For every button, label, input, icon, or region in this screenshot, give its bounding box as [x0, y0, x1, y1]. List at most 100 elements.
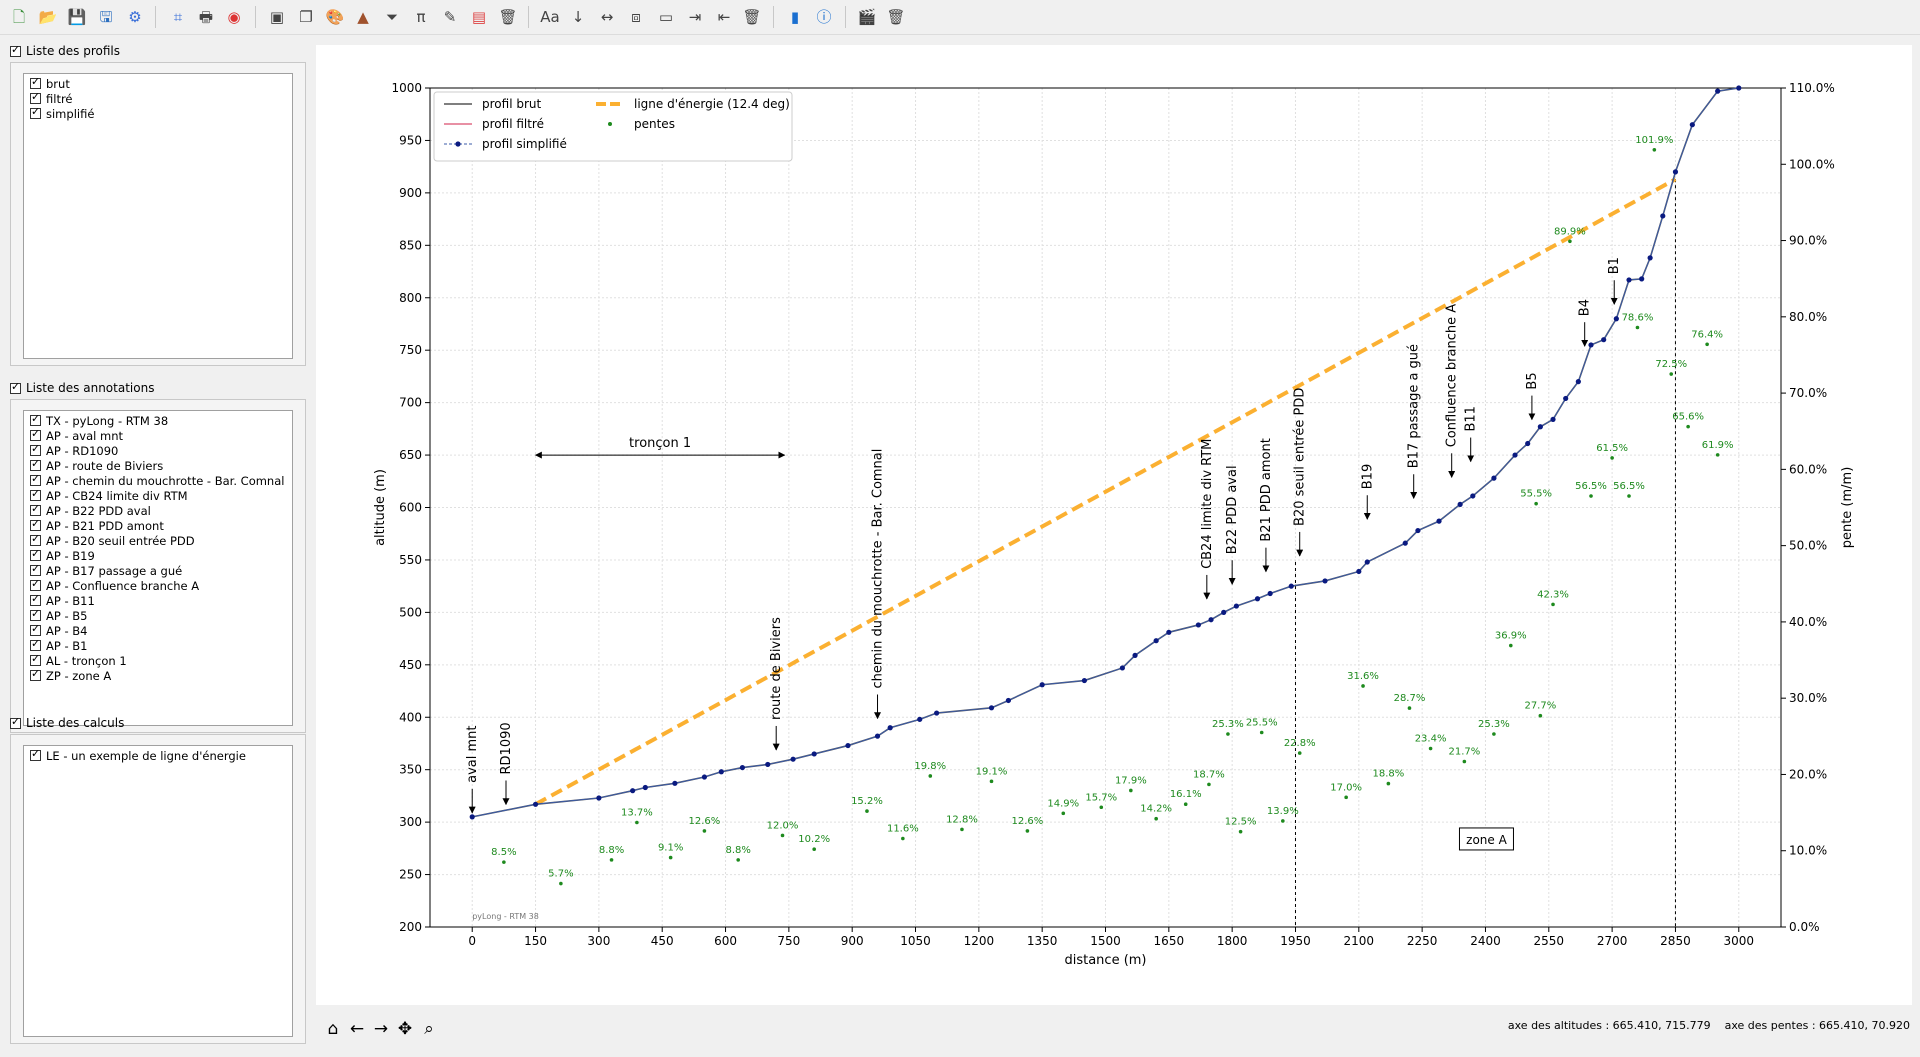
- font-icon[interactable]: Aa: [540, 8, 560, 26]
- checkbox-icon[interactable]: [30, 562, 41, 576]
- calcs-group-toggle[interactable]: Liste des calculs: [10, 715, 124, 730]
- home-icon[interactable]: ⌂: [327, 1019, 339, 1039]
- checkbox-icon[interactable]: [30, 105, 41, 119]
- checkbox-icon[interactable]: [30, 547, 41, 561]
- new-file-icon[interactable]: 🗋: [12, 8, 26, 26]
- checkbox-icon[interactable]: [30, 442, 41, 456]
- checkbox-icon[interactable]: [30, 622, 41, 636]
- checkbox-icon[interactable]: [30, 502, 41, 516]
- slope-point: [989, 779, 994, 784]
- text-file-icon[interactable]: ▤: [471, 8, 487, 26]
- back-arrow-icon[interactable]: ←: [349, 1019, 365, 1039]
- list-item[interactable]: AP - B1: [24, 637, 292, 653]
- checkbox-icon[interactable]: [30, 457, 41, 471]
- profiles-list[interactable]: brutfiltrésimplifié: [23, 73, 293, 359]
- list-item[interactable]: filtré: [24, 90, 292, 106]
- checkbox-icon[interactable]: [30, 412, 41, 426]
- clapperboard-icon[interactable]: 🎬: [857, 8, 877, 26]
- checkbox-icon[interactable]: [30, 607, 41, 621]
- list-item[interactable]: AP - B20 seuil entrée PDD: [24, 532, 292, 548]
- slope-point: [1407, 706, 1412, 710]
- wizard-hat-icon[interactable]: ▲: [357, 8, 369, 26]
- trash-icon[interactable]: 🗑: [498, 8, 518, 26]
- profile-point: [765, 761, 771, 768]
- zoom-icon[interactable]: ⌕: [424, 1019, 434, 1039]
- list-item[interactable]: AP - chemin du mouchrotte - Bar. Comnal: [24, 472, 292, 488]
- export-icon[interactable]: ⇥: [688, 8, 702, 26]
- checkbox-icon[interactable]: [30, 667, 41, 681]
- legend-label: profil filtré: [482, 117, 544, 131]
- checkbox-icon[interactable]: [30, 577, 41, 591]
- checkbox-icon[interactable]: [30, 517, 41, 531]
- slope-label: 61.5%: [1596, 443, 1628, 454]
- list-item[interactable]: simplifié: [24, 105, 292, 121]
- checkbox-icon[interactable]: [10, 43, 21, 57]
- slope-label: 27.7%: [1524, 701, 1556, 712]
- checkbox-icon[interactable]: [30, 652, 41, 666]
- import-icon[interactable]: ⇤: [717, 8, 731, 26]
- list-item[interactable]: AP - B17 passage a gué: [24, 562, 292, 578]
- checkbox-icon[interactable]: [30, 427, 41, 441]
- list-item[interactable]: AP - Confluence branche A: [24, 577, 292, 593]
- list-item[interactable]: AP - B21 PDD amont: [24, 517, 292, 533]
- list-item[interactable]: AP - B19: [24, 547, 292, 563]
- slope-point: [1207, 782, 1211, 787]
- horizontal-arrow-icon[interactable]: ↔: [600, 8, 614, 26]
- book-icon[interactable]: ▮: [790, 8, 800, 26]
- checkbox-icon[interactable]: [30, 592, 41, 606]
- checkbox-icon[interactable]: [10, 715, 21, 729]
- plot-canvas[interactable]: 0 150 300 450 600 750 900 1050 1200 1350 1500 1650 1…: [316, 45, 1912, 1005]
- list-item[interactable]: AP - route de Biviers: [24, 457, 292, 473]
- annotations-list[interactable]: TX - pyLong - RTM 38AP - aval mntAP - RD…: [23, 410, 293, 726]
- list-item[interactable]: brut: [24, 75, 292, 91]
- checkbox-icon[interactable]: [30, 90, 41, 104]
- list-item-label: AP - B17 passage a gué: [46, 563, 183, 578]
- pencil-icon[interactable]: ✎: [443, 8, 457, 26]
- trash-icon-2[interactable]: 🗑: [742, 8, 762, 26]
- checkbox-icon[interactable]: [30, 747, 41, 761]
- print-icon[interactable]: 🖶: [198, 8, 214, 26]
- list-item[interactable]: AP - B22 PDD aval: [24, 502, 292, 518]
- checkbox-icon[interactable]: [30, 637, 41, 651]
- save-as-icon[interactable]: 🖫: [99, 8, 113, 26]
- list-item[interactable]: AP - B4: [24, 622, 292, 638]
- checkbox-icon[interactable]: [30, 487, 41, 501]
- rectangle-icon[interactable]: ▭: [658, 8, 674, 26]
- slope-point: [1627, 494, 1631, 498]
- list-item[interactable]: AP - B11: [24, 592, 292, 608]
- copy-icon[interactable]: ❐: [299, 8, 313, 26]
- list-item[interactable]: AP - aval mnt: [24, 427, 292, 443]
- annotations-group-toggle[interactable]: Liste des annotations: [10, 380, 154, 395]
- profile-chart[interactable]: 0 150 300 450 600 750 900 1050 1200 1350 1500 1650 1…: [316, 45, 1912, 1005]
- list-item[interactable]: ZP - zone A: [24, 667, 292, 683]
- checkbox-icon[interactable]: [30, 472, 41, 486]
- text-box-icon[interactable]: ⧈: [631, 8, 641, 26]
- settings-gear-icon[interactable]: ⚙: [128, 8, 142, 26]
- pan-icon[interactable]: ✥: [397, 1019, 413, 1039]
- save-icon[interactable]: 💾: [67, 8, 87, 26]
- crop-icon[interactable]: ⌗: [173, 8, 183, 26]
- checkbox-icon[interactable]: [30, 532, 41, 546]
- list-item[interactable]: AP - CB24 limite div RTM: [24, 487, 292, 503]
- square-button-icon[interactable]: ▣: [269, 8, 285, 26]
- list-item[interactable]: LE - un exemple de ligne d'énergie: [24, 747, 292, 763]
- open-folder-icon[interactable]: 📂: [38, 8, 58, 26]
- list-item[interactable]: AP - RD1090: [24, 442, 292, 458]
- slope-label: 56.5%: [1575, 481, 1607, 492]
- forward-arrow-icon[interactable]: →: [373, 1019, 389, 1039]
- palette-icon[interactable]: 🎨: [325, 8, 345, 26]
- camera-icon[interactable]: ◉: [227, 8, 241, 26]
- profiles-group-toggle[interactable]: Liste des profils: [10, 43, 120, 58]
- trash-icon-3[interactable]: 🗑: [886, 8, 906, 26]
- info-icon[interactable]: ⓘ: [816, 8, 832, 26]
- down-arrow-icon[interactable]: ↓: [571, 8, 585, 26]
- checkbox-icon[interactable]: [10, 380, 21, 394]
- checkbox-icon[interactable]: [30, 75, 41, 89]
- list-item[interactable]: AP - B5: [24, 607, 292, 623]
- funnel-icon[interactable]: ⏷: [385, 8, 398, 26]
- list-item[interactable]: AL - tronçon 1: [24, 652, 292, 668]
- calcs-list[interactable]: LE - un exemple de ligne d'énergie: [23, 745, 293, 1037]
- list-item[interactable]: TX - pyLong - RTM 38: [24, 412, 292, 428]
- pi-icon[interactable]: π: [416, 8, 426, 26]
- slope-label: 89.9%: [1554, 226, 1586, 237]
